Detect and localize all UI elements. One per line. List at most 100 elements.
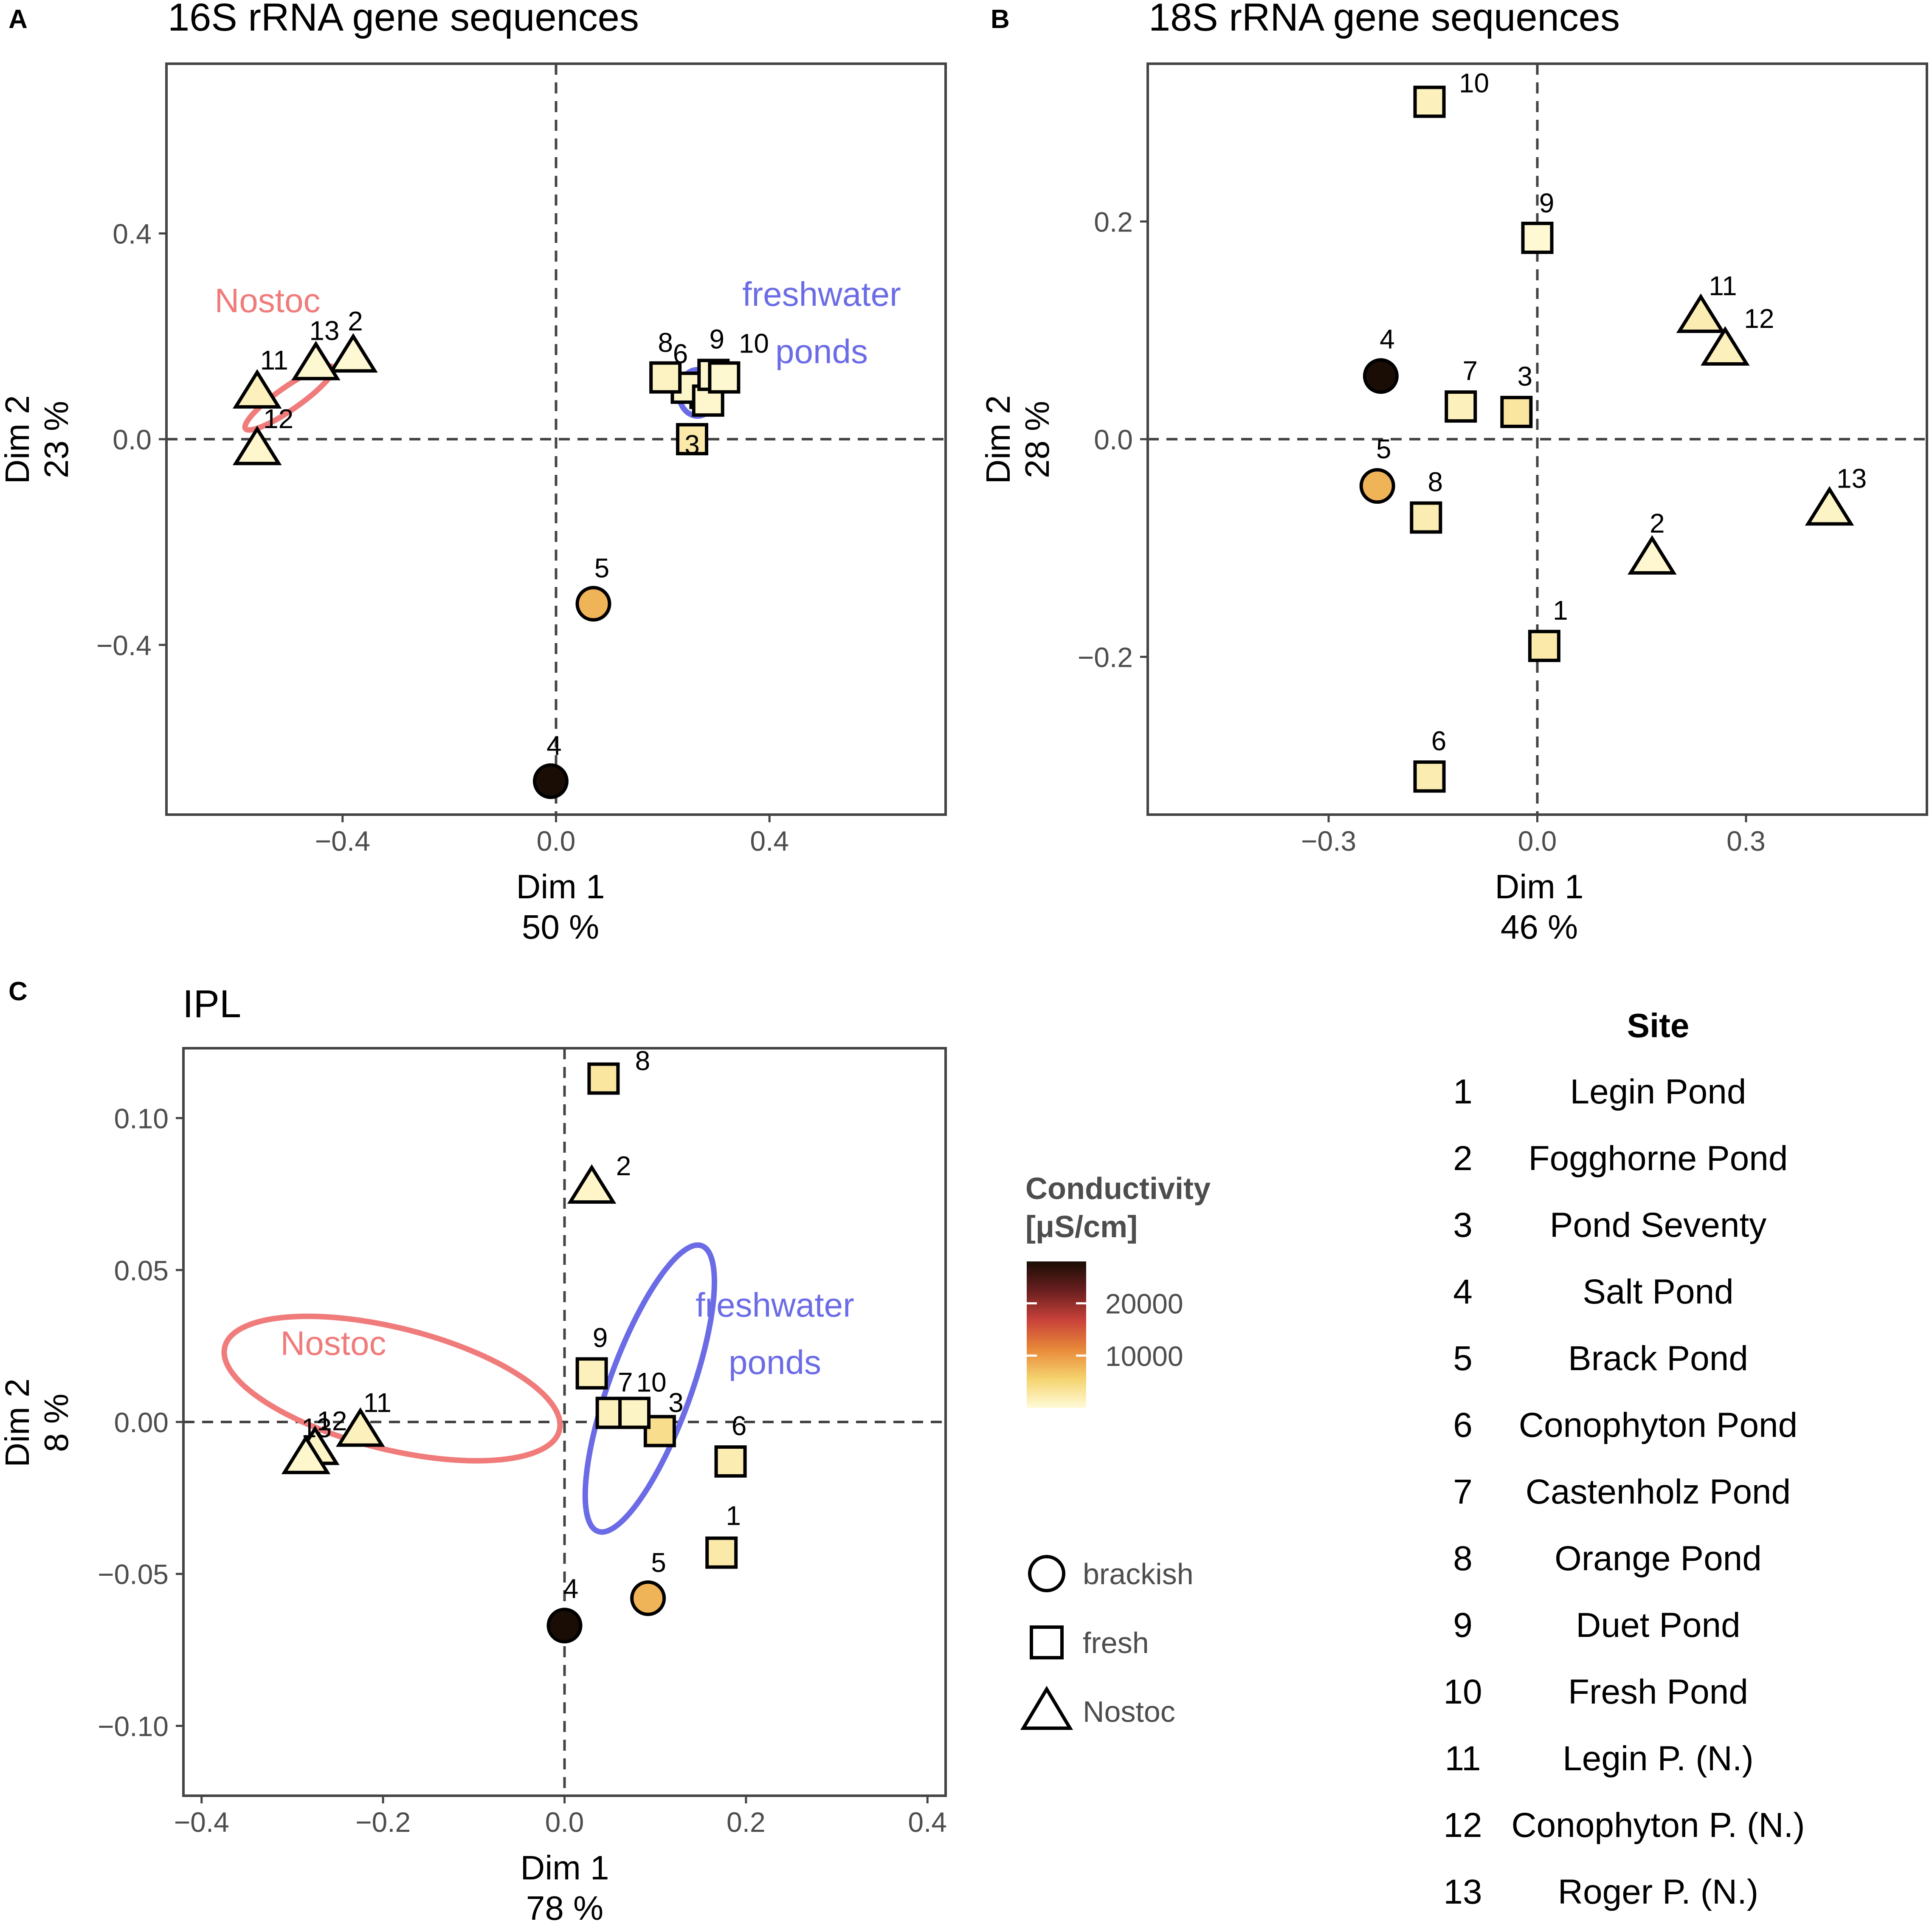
point-label: 2 <box>348 306 363 336</box>
x-tick-label: 0.0 <box>1518 825 1557 857</box>
panel-letter-b: B <box>991 5 1010 34</box>
colorbar-title: Conductivity <box>1025 1172 1211 1206</box>
point-a-10-fresh <box>708 361 741 394</box>
colorbar-gradient <box>1027 1261 1086 1408</box>
legend-nostoc-symbol <box>1020 1686 1073 1730</box>
point-label: 6 <box>673 339 688 369</box>
x-tick-label: −0.2 <box>355 1806 411 1838</box>
point-label: 13 <box>1836 463 1867 494</box>
point-label: 6 <box>1431 725 1447 756</box>
point-label: 6 <box>732 1411 747 1441</box>
panel-c-ylabel-pct: 8 % <box>37 1394 75 1452</box>
site-legend-title: Site <box>1627 1007 1690 1044</box>
point-label: 12 <box>1744 303 1774 334</box>
point-b-5-brackish <box>1359 468 1395 504</box>
site-number: 4 <box>1453 1272 1473 1311</box>
site-name: Brack Pond <box>1568 1339 1748 1378</box>
site-name: Salt Pond <box>1583 1272 1734 1311</box>
panel-b-ylabel: Dim 2 <box>979 395 1017 484</box>
point-a-5-brackish <box>575 586 611 622</box>
point-b-7-fresh <box>1445 390 1477 423</box>
point-label: 12 <box>263 403 293 434</box>
panel-a: A 16S rRNA gene sequences −0.4 0.0 0.4 0.4 0… <box>0 0 947 946</box>
site-name: Conophyton Pond <box>1519 1406 1798 1444</box>
point-label: 11 <box>363 1387 391 1418</box>
x-tick-label: 0.2 <box>727 1806 766 1838</box>
panel-b-xlabel: Dim 1 <box>1495 868 1584 906</box>
point-label: 3 <box>684 429 700 460</box>
x-tick-label: 0.0 <box>545 1806 584 1838</box>
point-label: 7 <box>1462 355 1478 386</box>
y-tick-label: −0.2 <box>1078 641 1133 673</box>
group-label-nostoc: Nostoc <box>281 1324 386 1362</box>
panel-c-xlabel: Dim 1 <box>521 1849 609 1887</box>
group-ellipse-nostoc <box>221 1313 563 1464</box>
point-b-6-fresh <box>1413 760 1446 793</box>
y-tick-label: −0.10 <box>98 1710 169 1742</box>
site-name: Fresh Pond <box>1568 1673 1748 1711</box>
point-label: 4 <box>1380 324 1395 354</box>
site-name: Roger P. (N.) <box>1558 1873 1758 1911</box>
point-c-10-fresh <box>618 1396 651 1429</box>
point-label: 5 <box>651 1547 666 1578</box>
group-label-freshwater: freshwater <box>696 1286 854 1324</box>
panel-b-ylabel-pct: 28 % <box>1018 401 1056 478</box>
x-tick-label: 0.3 <box>1726 825 1766 857</box>
point-b-8-fresh <box>1410 501 1442 534</box>
point-c-8-fresh <box>587 1062 620 1095</box>
legend-fresh-symbol <box>1030 1625 1064 1659</box>
legend-fresh-label: fresh <box>1083 1626 1149 1659</box>
y-tick-label: −0.4 <box>96 629 152 661</box>
point-b-9-fresh <box>1521 221 1554 254</box>
point-label: 8 <box>635 1046 651 1076</box>
point-label: 13 <box>301 1413 332 1443</box>
colorbar-tick-label: 10000 <box>1105 1340 1183 1372</box>
site-name: Conophyton P. (N.) <box>1511 1806 1805 1845</box>
y-tick-label: −0.05 <box>98 1559 169 1590</box>
x-tick-label: −0.4 <box>315 825 370 857</box>
panel-letter-a: A <box>8 5 28 34</box>
y-tick-label: 0.0 <box>113 424 152 455</box>
y-tick-label: 0.00 <box>114 1407 169 1438</box>
group-label-freshwater: ponds <box>775 333 868 370</box>
site-number: 7 <box>1453 1473 1473 1511</box>
site-number: 9 <box>1453 1606 1473 1645</box>
panel-a-ylabel: Dim 2 <box>0 395 36 484</box>
group-label-freshwater: ponds <box>729 1343 821 1381</box>
site-name: Fogghorne Pond <box>1529 1139 1788 1178</box>
site-number: 6 <box>1453 1406 1473 1444</box>
group-label-freshwater: freshwater <box>742 275 901 313</box>
point-label: 5 <box>1376 434 1391 464</box>
point-label: 9 <box>593 1323 608 1353</box>
site-number: 1 <box>1453 1072 1473 1111</box>
point-c-6-fresh <box>714 1445 747 1478</box>
site-number: 10 <box>1443 1673 1482 1711</box>
site-number: 3 <box>1453 1206 1473 1244</box>
point-label: 4 <box>563 1573 579 1604</box>
point-a-13-nostoc <box>291 341 341 381</box>
site-name: Orange Pond <box>1555 1539 1762 1578</box>
point-a-3-fresh <box>676 423 708 455</box>
point-c-1-fresh <box>705 1536 738 1569</box>
site-name: Pond Seventy <box>1550 1206 1767 1244</box>
point-label: 12 <box>317 1405 347 1436</box>
legend-nostoc-label: Nostoc <box>1083 1695 1175 1728</box>
panel-b-title: 18S rRNA gene sequences <box>1149 0 1620 39</box>
point-a-8-fresh <box>649 361 682 394</box>
point-label: 1 <box>726 1501 741 1531</box>
point-a-11-nostoc <box>232 369 282 409</box>
point-b-11-nostoc <box>1676 293 1726 333</box>
x-tick-label: −0.3 <box>1301 825 1356 857</box>
site-number: 12 <box>1443 1806 1482 1845</box>
panel-a-xlabel-pct: 50 % <box>522 908 599 946</box>
y-tick-label: 0.05 <box>114 1255 169 1286</box>
panel-c-title: IPL <box>183 982 241 1026</box>
panel-a-title: 16S rRNA gene sequences <box>168 0 639 39</box>
panel-a-ylabel-pct: 23 % <box>37 401 75 478</box>
point-b-4-brackish <box>1363 358 1399 394</box>
point-b-1-fresh <box>1528 629 1560 662</box>
point-b-2-nostoc <box>1628 535 1677 575</box>
point-c-5-brackish <box>630 1580 666 1616</box>
point-label: 2 <box>1650 508 1665 539</box>
